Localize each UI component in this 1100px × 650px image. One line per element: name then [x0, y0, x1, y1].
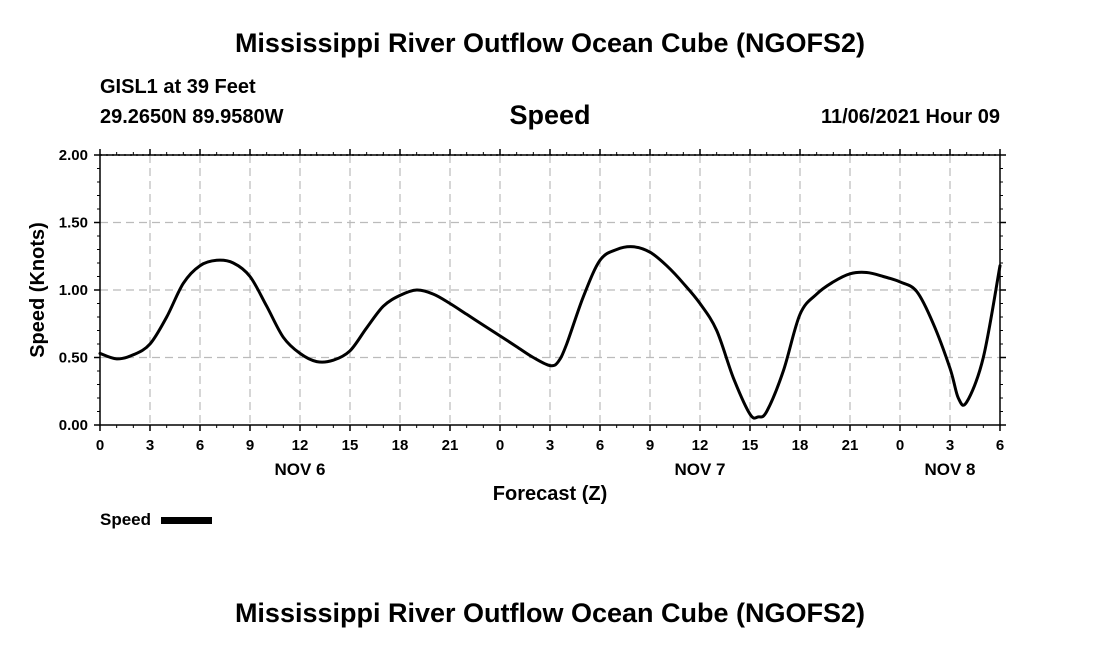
x-tick-label: 18	[392, 437, 409, 454]
x-tick-label: 0	[896, 437, 904, 454]
axis-ticks	[94, 149, 1006, 431]
date-label: NOV 6	[274, 460, 325, 479]
footer-title: Mississippi River Outflow Ocean Cube (NG…	[234, 598, 866, 628]
date-label: NOV 7	[674, 460, 725, 479]
forecast-datetime: 11/06/2021 Hour 09	[820, 106, 1000, 128]
y-tick-label: 1.00	[59, 282, 88, 299]
y-tick-label: 0.50	[59, 350, 88, 367]
station-coordinates: 29.2650N 89.9580W	[100, 106, 284, 128]
y-tick-label: 0.00	[59, 417, 88, 434]
x-tick-label: 15	[742, 437, 759, 454]
x-tick-label: 6	[196, 437, 204, 454]
x-tick-label: 0	[496, 437, 504, 454]
x-tick-label: 0	[96, 437, 104, 454]
x-tick-label: 9	[646, 437, 654, 454]
y-tick-labels: 0.00 0.50 1.00 1.50 2.00	[59, 147, 88, 434]
x-tick-label: 15	[342, 437, 359, 454]
date-label: NOV 8	[924, 460, 975, 479]
y-axis-label: Speed (Knots)	[27, 222, 49, 358]
x-tick-label: 3	[546, 437, 554, 454]
y-tick-label: 1.50	[59, 215, 88, 232]
speed-series-line	[98, 245, 1002, 420]
x-tick-label: 21	[442, 437, 459, 454]
x-tick-labels: 0 3 6 9 12 15 18 21 0 3 6 9 12 15 18 21 0 3 6	[96, 437, 1004, 454]
date-labels: NOV 6 NOV 7 NOV 8	[274, 460, 975, 479]
page-title: Mississippi River Outflow Ocean Cube (NG…	[234, 28, 866, 58]
x-tick-label: 12	[692, 437, 709, 454]
y-tick-label: 2.00	[59, 147, 88, 164]
chart-legend: Speed	[100, 510, 212, 529]
x-tick-label: 9	[246, 437, 254, 454]
chart-grid	[100, 154, 1000, 425]
station-label: GISL1 at 39 Feet	[100, 76, 256, 98]
x-tick-label: 12	[292, 437, 309, 454]
variable-title: Speed	[509, 100, 591, 130]
x-axis-label: Forecast (Z)	[493, 483, 607, 505]
x-tick-label: 18	[792, 437, 809, 454]
legend-label: Speed	[100, 510, 151, 529]
x-tick-label: 21	[842, 437, 859, 454]
x-tick-label: 6	[996, 437, 1004, 454]
x-tick-label: 3	[146, 437, 154, 454]
x-tick-label: 3	[946, 437, 954, 454]
legend-swatch	[161, 517, 212, 524]
x-tick-label: 6	[596, 437, 604, 454]
